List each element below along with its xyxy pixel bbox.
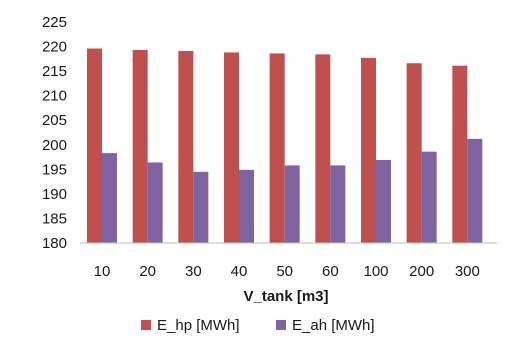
legend-swatch-e-ah bbox=[276, 320, 286, 330]
bar-e-hp-30 bbox=[178, 50, 194, 243]
y-tick-label: 215 bbox=[42, 63, 67, 80]
legend: E_hp [MWh] E_ah [MWh] bbox=[141, 317, 375, 334]
legend-label-e-hp: E_hp [MWh] bbox=[157, 317, 240, 334]
bar-e-hp-20 bbox=[132, 49, 148, 243]
x-axis-title: V_tank [m3] bbox=[243, 288, 328, 305]
x-tick-label: 50 bbox=[276, 263, 293, 280]
bar-e-ah-40 bbox=[239, 169, 254, 243]
y-tick-label: 190 bbox=[42, 186, 67, 203]
bar-e-ah-30 bbox=[193, 171, 209, 243]
bar-e-ah-60 bbox=[330, 165, 346, 243]
bar-e-hp-60 bbox=[315, 54, 331, 244]
bar-e-hp-50 bbox=[269, 53, 285, 244]
bars-group bbox=[87, 48, 483, 244]
y-tick-label: 200 bbox=[42, 137, 67, 154]
y-tick-label: 185 bbox=[42, 210, 67, 227]
bar-e-hp-40 bbox=[224, 52, 239, 244]
bar-e-ah-50 bbox=[284, 165, 300, 243]
y-tick-label: 195 bbox=[42, 161, 67, 178]
bar-e-ah-200 bbox=[421, 151, 437, 243]
x-axis-tick-labels: 10 20 30 40 50 60 100 200 300 bbox=[94, 263, 480, 280]
bar-e-ah-300 bbox=[467, 138, 483, 243]
x-tick-label: 20 bbox=[139, 263, 156, 280]
bar-e-hp-300 bbox=[452, 65, 468, 243]
y-tick-label: 225 bbox=[42, 14, 67, 31]
bar-e-hp-200 bbox=[406, 63, 422, 244]
legend-label-e-ah: E_ah [MWh] bbox=[292, 317, 375, 334]
x-tick-label: 10 bbox=[94, 263, 111, 280]
x-tick-label: 30 bbox=[185, 263, 202, 280]
bar-e-ah-100 bbox=[376, 160, 391, 243]
bar-e-ah-10 bbox=[102, 153, 117, 243]
y-tick-label: 205 bbox=[42, 112, 67, 129]
y-tick-label: 220 bbox=[42, 39, 67, 56]
x-tick-label: 100 bbox=[363, 263, 388, 280]
legend-swatch-e-hp bbox=[141, 320, 151, 330]
y-tick-label: 210 bbox=[42, 88, 67, 105]
bar-e-hp-10 bbox=[87, 48, 102, 243]
x-tick-label: 40 bbox=[231, 263, 248, 280]
bar-e-ah-20 bbox=[147, 162, 163, 243]
y-axis-tick-labels: 180 185 190 195 200 205 210 215 220 225 bbox=[42, 14, 67, 252]
y-tick-label: 180 bbox=[42, 235, 67, 252]
x-tick-label: 300 bbox=[455, 263, 480, 280]
x-tick-label: 200 bbox=[409, 263, 434, 280]
x-tick-label: 60 bbox=[322, 263, 339, 280]
bar-e-hp-100 bbox=[361, 57, 376, 244]
